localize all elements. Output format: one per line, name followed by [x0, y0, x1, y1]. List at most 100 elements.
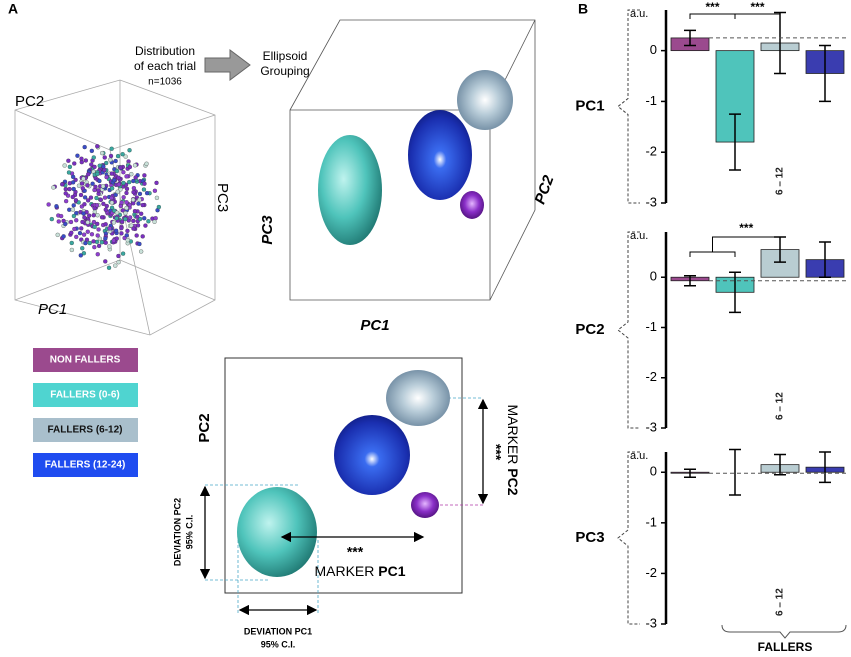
- scatter-dot: [71, 213, 77, 219]
- scatter-dot: [134, 233, 139, 238]
- y-tick-label: 0: [650, 42, 657, 57]
- scatter-dot: [70, 194, 75, 200]
- scatter-dot: [121, 180, 126, 186]
- scatter-dot: [124, 233, 129, 238]
- scatter-dot: [107, 244, 112, 249]
- scatter-dot: [118, 165, 123, 170]
- bar-label: 0 – 6: [730, 172, 741, 195]
- scatter-dot: [104, 174, 109, 180]
- scatter-dot: [156, 204, 162, 210]
- marker-label: MARKER PC1: [314, 563, 405, 579]
- bar-label: 6 – 12: [775, 167, 786, 195]
- scatter-dot: [82, 195, 88, 200]
- scatter-dot: [142, 216, 147, 221]
- scatter-dot: [81, 176, 86, 181]
- axis-label: PC2: [196, 413, 213, 442]
- error-bar: [774, 453, 786, 476]
- y-tick-label: -2: [645, 144, 657, 159]
- scatter-dot: [55, 232, 60, 237]
- error-bar: [819, 241, 831, 278]
- scatter-dot: [129, 172, 134, 177]
- scatter-dot: [115, 153, 121, 159]
- scatter-dot: [103, 222, 108, 227]
- scatter-dot: [70, 207, 76, 212]
- error-bar: [684, 468, 696, 479]
- scatter-dot: [91, 219, 97, 225]
- scatter-cube: [14, 79, 216, 336]
- guide-line: [205, 484, 319, 615]
- scatter-dot: [74, 211, 79, 216]
- group-label: FALLERS: [758, 640, 813, 654]
- y-tick-label: -1: [645, 93, 657, 108]
- scatter-dot: [109, 195, 114, 201]
- scatter-dot: [92, 224, 97, 230]
- scatter-dot: [74, 234, 79, 240]
- bar-label: 12 – 24: [820, 582, 831, 616]
- scatter-dot: [111, 220, 116, 225]
- legend-label: FALLERS (12-24): [45, 460, 126, 471]
- significance: ***: [705, 0, 719, 14]
- scatter-dot: [83, 240, 88, 246]
- scatter-dot: [137, 197, 142, 202]
- scatter-dot: [131, 218, 136, 224]
- scatter-dot: [108, 153, 114, 159]
- scatter-dot: [73, 198, 79, 203]
- scatter-dot: [124, 200, 129, 205]
- scatter-dot: [153, 216, 158, 221]
- scatter-dot: [102, 195, 108, 200]
- scatter-dot: [120, 251, 126, 256]
- y-axis-label: a.u.: [630, 450, 648, 462]
- scatter-dot: [81, 232, 87, 237]
- scatter-dot: [121, 195, 126, 200]
- significance-bracket: [689, 236, 781, 257]
- scatter-dot: [135, 223, 141, 228]
- scatter-dot: [127, 202, 132, 208]
- error-bar: [729, 271, 741, 314]
- bar-label: 0 – 6: [730, 397, 741, 420]
- scatter-dot: [69, 230, 74, 235]
- scatter-dot: [116, 182, 122, 187]
- scatter-dot: [119, 225, 124, 231]
- y-tick-label: -2: [645, 565, 657, 580]
- chart-title: PC3: [575, 529, 604, 546]
- ellipsoid: [334, 415, 410, 495]
- scatter-dot: [120, 152, 125, 157]
- ellipsoid: [460, 191, 484, 219]
- scatter-dot: [114, 236, 119, 241]
- caption: of each trial: [134, 59, 196, 73]
- scatter-dot: [91, 155, 96, 160]
- legend-label: NON FALLERS: [50, 355, 121, 366]
- scatter-dot: [85, 183, 90, 188]
- group-brace: [721, 624, 847, 639]
- error-bar: [819, 44, 831, 103]
- axis-label: PC2: [532, 173, 558, 207]
- scatter-dot: [101, 201, 106, 207]
- legend: NON FALLERS FALLERS (0-6) FALLERS (6-12)…: [33, 348, 138, 477]
- scatter-dot: [49, 216, 54, 222]
- scatter-dot: [63, 191, 68, 196]
- scatter-dot: [102, 155, 107, 160]
- scatter-dot: [72, 226, 77, 232]
- scatter-dot: [142, 173, 147, 178]
- scatter-dot: [89, 148, 94, 154]
- scatter-dot: [97, 163, 102, 168]
- scatter-dot: [68, 219, 74, 225]
- scatter-dot: [67, 164, 73, 170]
- marker-word: MARKER: [505, 404, 521, 468]
- scatter-dot: [70, 180, 76, 185]
- scatter-dot: [93, 184, 98, 190]
- axis-label: PC1: [38, 301, 67, 318]
- error-bar: [684, 29, 696, 47]
- scatter-dot: [103, 236, 108, 241]
- axis-label: PC2: [15, 93, 44, 110]
- scatter-dot: [143, 223, 148, 228]
- scatter-dot: [154, 180, 159, 186]
- y-tick-label: -3: [645, 194, 657, 209]
- scatter-dot: [75, 153, 80, 158]
- scatter-dot: [125, 238, 130, 243]
- scatter-dot: [79, 226, 84, 231]
- scatter-dot: [63, 186, 68, 192]
- scatter-dot: [102, 167, 107, 173]
- scatter-dot: [142, 181, 147, 186]
